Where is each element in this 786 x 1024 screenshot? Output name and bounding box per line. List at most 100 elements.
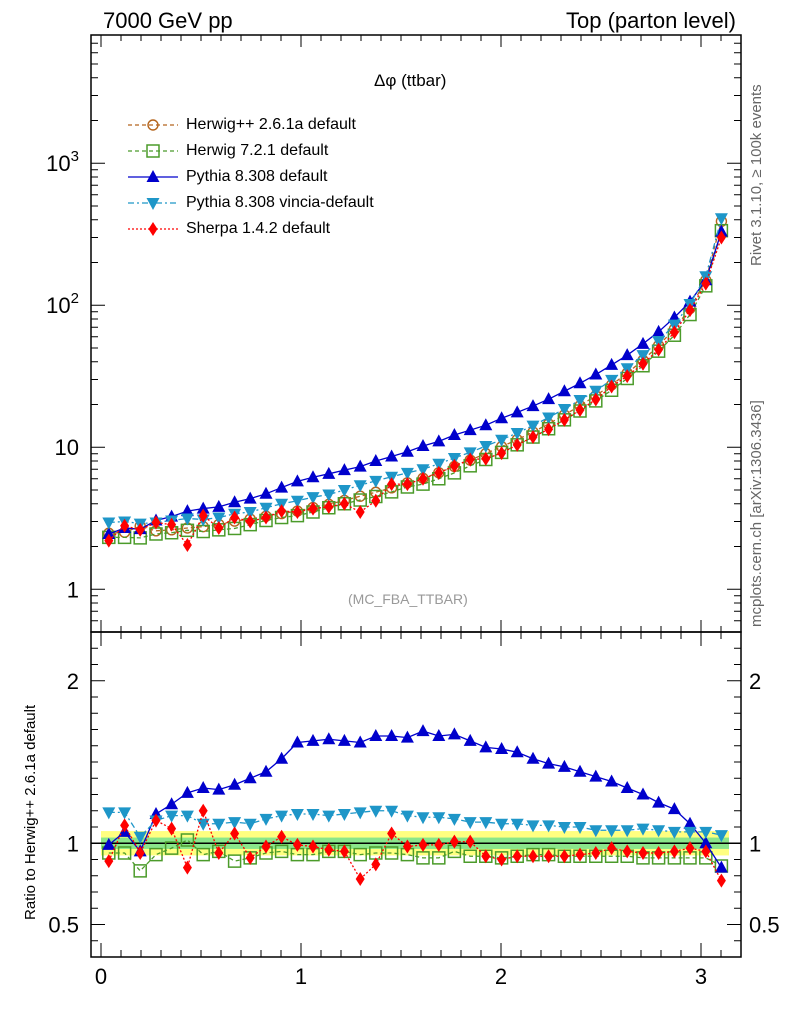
legend-item-pythia-8-308-vincia-default: Pythia 8.308 vincia-default: [126, 193, 374, 213]
data-point: [290, 735, 304, 748]
series-sherpa-1-4-2-default: [104, 230, 726, 552]
data-point: [416, 812, 430, 825]
series-line: [108, 237, 723, 547]
data-point: [275, 810, 289, 823]
legend-swatch: [128, 170, 178, 182]
data-point: [102, 807, 116, 820]
x-tick-label: 0: [95, 964, 107, 989]
data-point: [151, 515, 161, 530]
data-point: [371, 493, 381, 508]
legend-label: Herwig++ 2.6.1a default: [186, 116, 356, 133]
data-point: [322, 810, 336, 823]
data-point: [701, 276, 711, 291]
data-point: [573, 764, 587, 777]
legend-marker: [148, 222, 158, 236]
data-point: [227, 854, 242, 868]
data-point: [636, 823, 650, 836]
data-point: [716, 873, 726, 888]
series-sherpa-1-4-2-default: [104, 803, 726, 888]
data-point: [180, 513, 194, 526]
data-point: [182, 860, 192, 875]
data-point: [243, 491, 257, 504]
data-point: [339, 844, 349, 859]
data-point: [573, 822, 587, 834]
data-point: [463, 849, 477, 863]
data-point: [167, 517, 177, 532]
y-tick-label: 1: [67, 831, 79, 856]
data-point: [714, 213, 728, 226]
data-point: [228, 495, 242, 508]
data-point: [620, 781, 634, 793]
data-point: [544, 422, 554, 437]
data-point: [212, 782, 226, 795]
data-point: [605, 774, 619, 787]
data-point: [447, 427, 461, 440]
data-point: [701, 844, 711, 859]
data-point: [573, 376, 587, 389]
data-point: [685, 841, 695, 856]
data-point: [654, 846, 664, 860]
data-point: [371, 857, 381, 872]
series-pythia-8-308-vincia-default: [102, 213, 728, 531]
data-point: [308, 839, 318, 854]
ratio-plot-bg: [91, 632, 741, 957]
data-point: [497, 446, 507, 461]
data-point: [120, 818, 130, 833]
data-point: [510, 818, 524, 831]
data-point: [528, 430, 538, 445]
data-point: [573, 395, 587, 408]
data-point: [575, 402, 585, 417]
data-point: [636, 350, 650, 363]
data-point: [385, 449, 399, 462]
data-point: [557, 759, 571, 772]
data-point: [418, 837, 428, 852]
data-point: [292, 504, 302, 519]
data-point: [277, 504, 287, 519]
data-point: [104, 533, 114, 548]
data-point: [495, 411, 509, 424]
data-point: [465, 834, 475, 849]
data-point: [512, 437, 522, 452]
legend-item-herwig-7-2-1-default: Herwig 7.2.1 default: [126, 141, 328, 161]
data-point: [638, 356, 648, 371]
data-point: [133, 831, 147, 844]
data-point: [243, 818, 257, 831]
data-point: [259, 486, 273, 499]
y-tick-label: 2: [67, 669, 79, 694]
data-point: [118, 807, 132, 820]
data-point: [306, 809, 320, 821]
data-point: [557, 822, 571, 834]
data-point: [151, 813, 161, 828]
data-point: [557, 403, 571, 416]
data-point: [559, 412, 569, 427]
data-point: [589, 769, 603, 782]
data-point: [589, 825, 603, 838]
ratio-plot-frame: [90, 631, 742, 958]
data-point: [699, 826, 713, 839]
series-line: [108, 730, 722, 868]
data-point: [495, 818, 509, 831]
y-tick-label: 103: [46, 148, 79, 176]
data-point: [120, 518, 130, 533]
data-point: [385, 729, 399, 741]
data-point: [259, 764, 273, 777]
data-point: [685, 303, 695, 318]
legend-marker: [146, 144, 160, 158]
data-point: [275, 751, 289, 764]
data-point: [605, 357, 619, 370]
data-point: [652, 795, 666, 808]
data-point: [463, 423, 477, 436]
legend-label: Herwig 7.2.1 default: [186, 142, 329, 159]
rivet-version-label: Rivet 3.1.10, ≥ 100k events: [748, 84, 765, 266]
data-point: [369, 475, 383, 488]
data-point: [716, 230, 726, 245]
legend-marker: [146, 198, 160, 210]
data-point: [526, 820, 540, 833]
y-tick-label-right: 1: [749, 831, 761, 856]
data-point: [324, 499, 334, 514]
data-point: [243, 506, 257, 519]
data-point: [402, 839, 412, 854]
data-point: [324, 842, 334, 857]
data-point: [557, 384, 571, 397]
data-point: [149, 847, 163, 862]
